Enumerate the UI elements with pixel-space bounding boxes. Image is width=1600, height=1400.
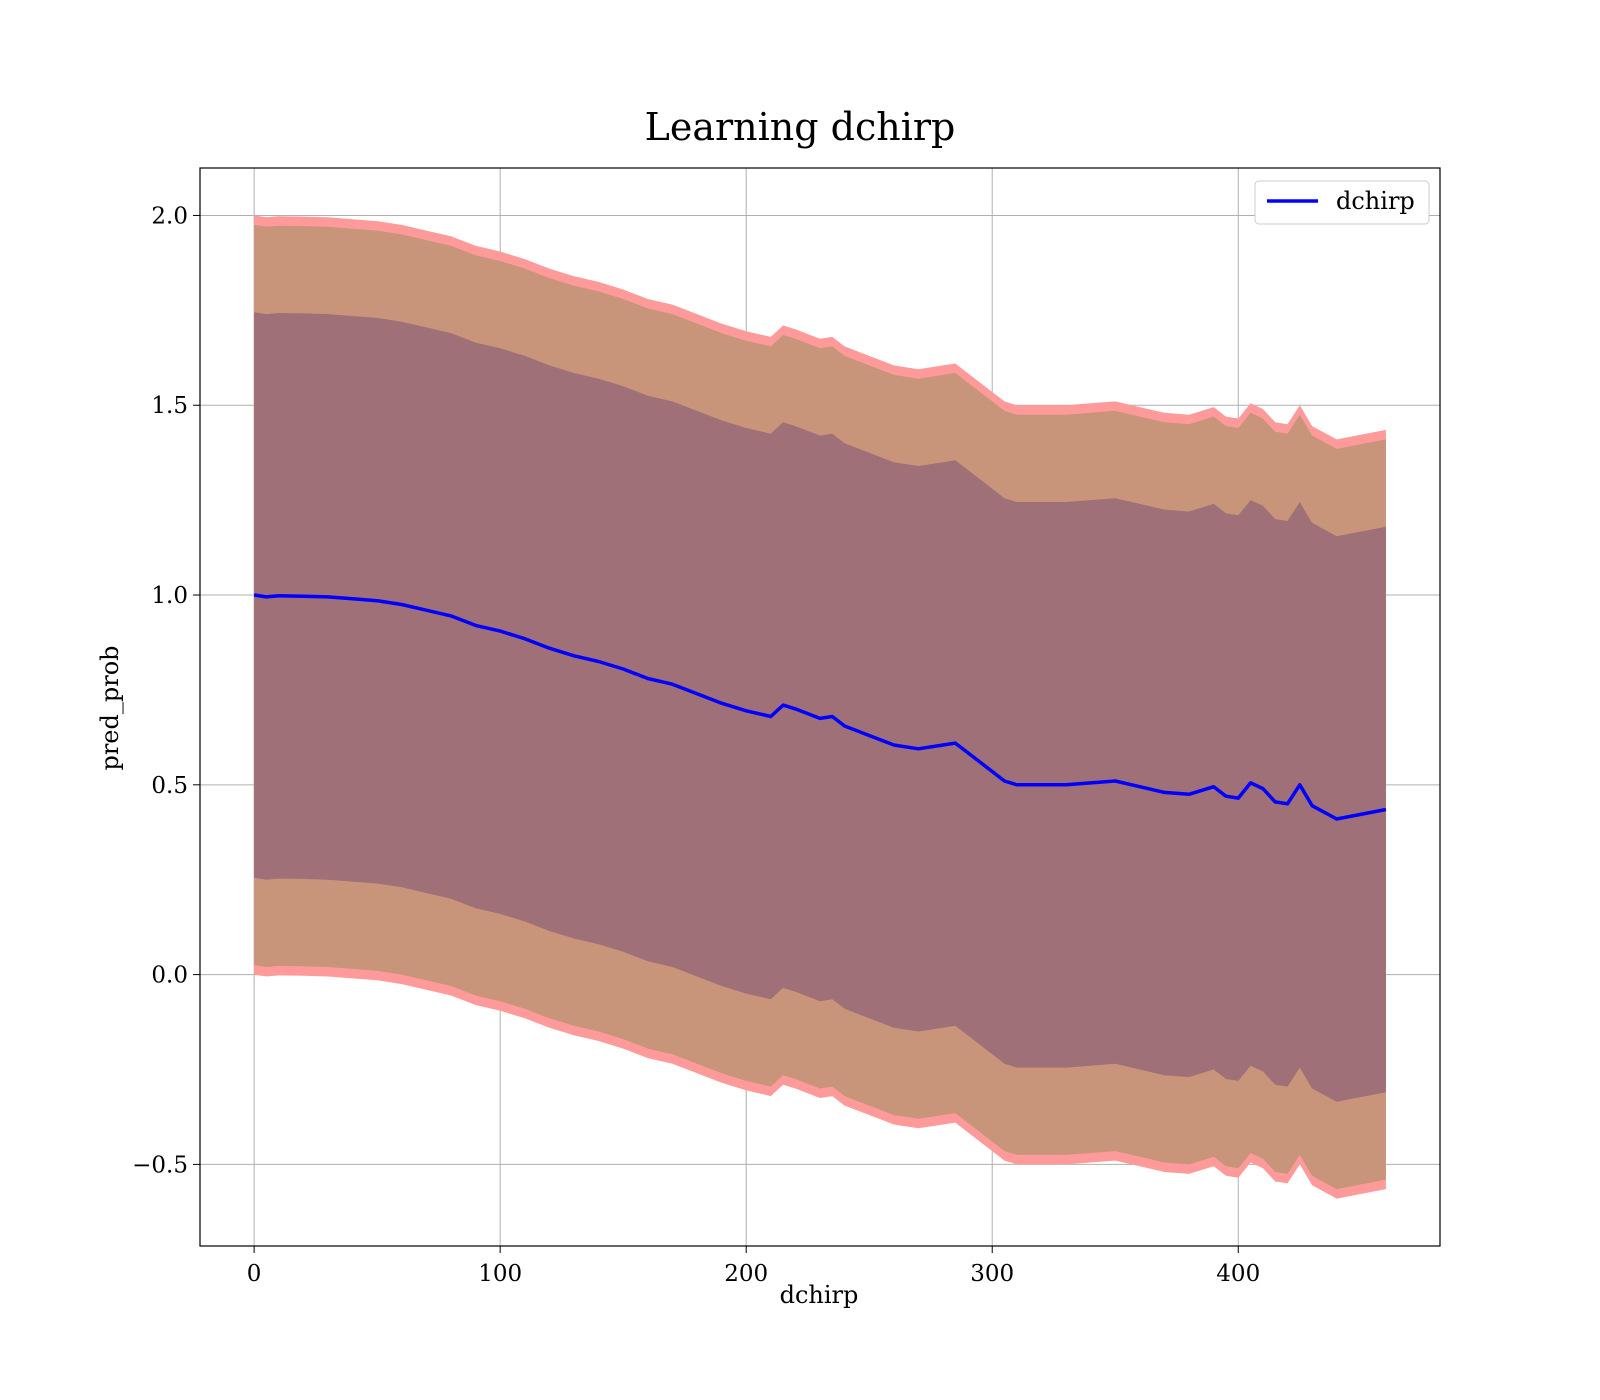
y-tick-label: 2.0 — [151, 203, 188, 229]
y-tick-label: 0.5 — [151, 773, 188, 799]
series-line-dchirp — [253, 593, 1387, 821]
y-axis-ticks: −0.5 0.0 0.5 1.0 1.5 2.0 — [132, 203, 200, 1178]
x-axis-label: dchirp — [780, 1281, 859, 1309]
legend-box — [1254, 180, 1430, 225]
band-inner — [254, 312, 1386, 1102]
series-lines — [253, 593, 1387, 821]
x-tick-label: 100 — [478, 1261, 522, 1287]
x-axis-ticks: 0 100 200 300 400 — [247, 1246, 1260, 1287]
y-tick-label: −0.5 — [132, 1152, 188, 1178]
plot-area-frame — [199, 167, 1441, 1247]
legend: dchirp — [1254, 180, 1430, 225]
y-axis-label: pred_prob — [96, 645, 124, 770]
y-tick-label: 1.5 — [151, 393, 188, 419]
x-tick-label: 300 — [970, 1261, 1014, 1287]
x-tick-label: 200 — [724, 1261, 768, 1287]
legend-entry-dchirp: dchirp — [1336, 187, 1415, 215]
chart-title: Learning dchirp — [645, 105, 956, 149]
x-tick-label: 0 — [247, 1261, 262, 1287]
y-tick-label: 0.0 — [151, 963, 188, 989]
x-tick-label: 400 — [1216, 1261, 1260, 1287]
confidence-bands — [254, 215, 1386, 1199]
y-tick-label: 1.0 — [151, 583, 188, 609]
